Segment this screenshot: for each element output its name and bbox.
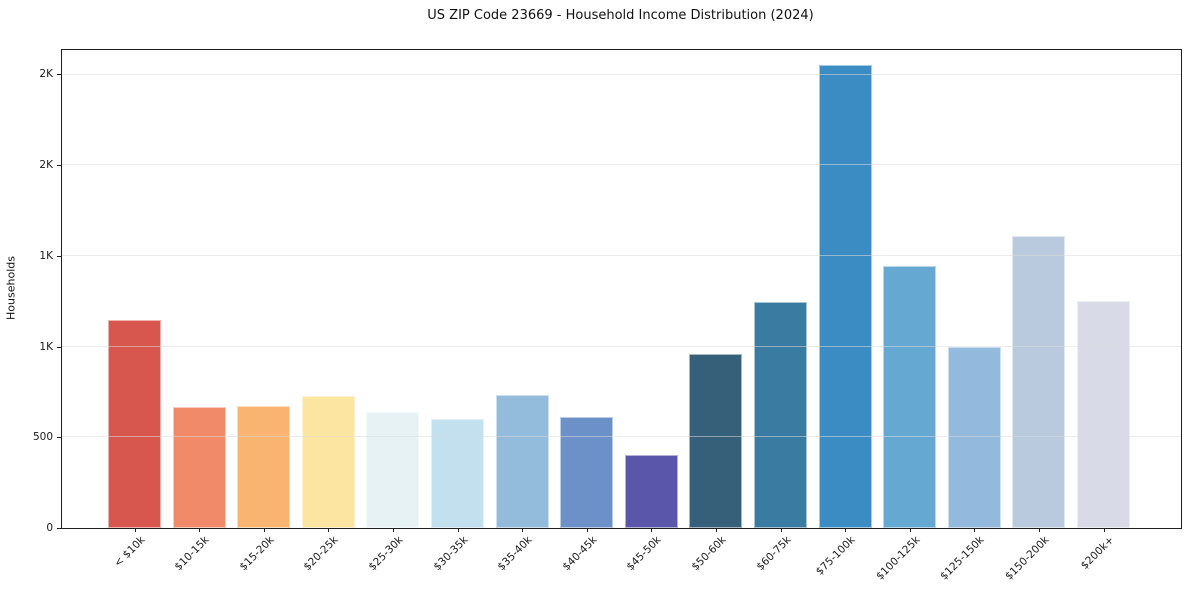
bar xyxy=(624,454,678,528)
bar xyxy=(495,394,549,528)
gridline xyxy=(62,73,1181,75)
y-tick xyxy=(57,255,61,257)
gridline xyxy=(62,164,1181,166)
plot-area: < $10k $10-15k $15-20k $20-25k $25-30k $30-35… xyxy=(61,49,1182,583)
x-tick xyxy=(522,528,524,532)
x-tick-label: $200k+ xyxy=(1078,534,1116,572)
x-tick-label: $15-20k xyxy=(237,534,277,574)
y-tick xyxy=(57,528,61,529)
y-tick-label: 1K xyxy=(39,340,53,353)
y-tick-label: 0 xyxy=(46,522,53,534)
bar xyxy=(1012,236,1066,528)
x-tick xyxy=(780,528,782,532)
bar xyxy=(883,265,937,528)
x-tick xyxy=(328,528,330,532)
chart-title: US ZIP Code 23669 - Household Income Dis… xyxy=(427,8,814,23)
bar xyxy=(108,320,161,528)
x-tick xyxy=(199,528,201,532)
x-tick xyxy=(845,528,847,532)
bar xyxy=(431,418,484,528)
x-tick-label: $30-35k xyxy=(430,534,470,574)
x-tick-label: < $10k xyxy=(111,534,147,570)
x-tick-label: $60-75k xyxy=(753,534,793,574)
x-tick-label: $40-45k xyxy=(560,534,600,574)
bar xyxy=(301,395,355,528)
y-tick-label: 2K xyxy=(39,159,53,172)
y-tick xyxy=(57,346,61,348)
x-tick-label: $50-60k xyxy=(689,534,729,574)
x-tick-label: $35-40k xyxy=(495,534,535,574)
x-tick-label: $45-50k xyxy=(624,534,664,574)
x-tick xyxy=(392,528,394,532)
bar xyxy=(366,411,420,528)
x-tick xyxy=(974,528,976,532)
bar xyxy=(754,301,807,528)
bar xyxy=(172,406,226,528)
y-tick-label: 1K xyxy=(39,249,53,262)
bar xyxy=(1077,300,1130,528)
x-tick-label: $100-125k xyxy=(873,534,923,583)
y-tick-label: 2K xyxy=(39,68,53,81)
x-tick xyxy=(909,528,911,532)
x-tick-label: $125-150k xyxy=(938,534,987,583)
x-tick-label: $25-30k xyxy=(366,534,406,574)
y-tick-label: 500 xyxy=(32,431,53,444)
x-tick xyxy=(134,528,136,532)
x-tick xyxy=(586,528,588,532)
bar xyxy=(689,354,743,528)
x-tick-label: $20-25k xyxy=(301,534,341,574)
bar xyxy=(237,406,291,528)
x-tick xyxy=(715,528,717,532)
x-tick xyxy=(1103,528,1105,532)
y-tick xyxy=(57,74,61,76)
x-tick xyxy=(1038,528,1040,532)
x-tick xyxy=(651,528,653,532)
x-tick-label: $10-15k xyxy=(172,534,212,574)
x-tick xyxy=(263,528,265,532)
y-tick xyxy=(57,165,61,167)
bar xyxy=(560,417,614,528)
x-tick-label: $150-200k xyxy=(1002,534,1052,583)
x-tick-label: $75-100k xyxy=(813,534,858,578)
y-tick xyxy=(57,437,61,439)
bar xyxy=(818,65,872,528)
bar xyxy=(947,346,1001,528)
x-tick xyxy=(457,528,459,532)
y-axis-label: Households xyxy=(4,256,18,320)
